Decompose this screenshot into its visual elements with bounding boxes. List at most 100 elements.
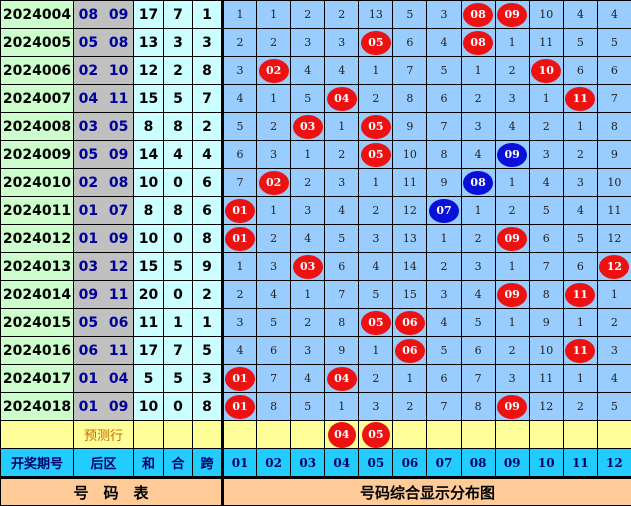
distribution-cell: 4 [223,337,257,365]
prediction-cell [427,421,461,449]
distribution-cell: 8 [393,85,427,113]
distribution-cell: 11 [563,281,597,309]
distribution-cell: 9 [393,113,427,141]
distribution-cell: 2 [529,113,563,141]
distribution-cell: 1 [223,1,257,29]
distribution-cell: 4 [563,1,597,29]
header-number-11: 11 [563,449,597,478]
distribution-cell: 5 [325,225,359,253]
distribution-cell: 3 [461,253,495,281]
distribution-cell: 09 [495,1,529,29]
distribution-cell: 06 [393,309,427,337]
distribution-cell: 08 [461,29,495,57]
distribution-cell: 4 [597,1,631,29]
distribution-cell: 5 [257,309,291,337]
distribution-cell: 11 [529,29,563,57]
distribution-cell: 9 [529,309,563,337]
distribution-cell: 4 [461,281,495,309]
distribution-cell: 2 [393,393,427,421]
distribution-cell: 09 [495,393,529,421]
he-cell: 5 [164,253,193,281]
header-sum: 和 [134,449,164,478]
distribution-cell: 5 [427,337,461,365]
distribution-cell: 7 [325,281,359,309]
back-numbers-cell: 02 10 [74,57,134,85]
back-numbers-cell: 02 08 [74,169,134,197]
distribution-cell: 4 [325,57,359,85]
distribution-cell: 7 [427,113,461,141]
header-number-05: 05 [359,449,393,478]
he-cell: 7 [164,1,193,29]
header-number-10: 10 [529,449,563,478]
distribution-cell: 4 [223,85,257,113]
sum-cell: 17 [134,337,164,365]
distribution-cell: 03 [291,113,325,141]
he-cell: 0 [164,169,193,197]
distribution-cell: 11 [393,169,427,197]
red-ball-icon: 02 [259,171,289,195]
sum-cell: 5 [134,365,164,393]
red-ball-icon: 01 [225,367,255,391]
distribution-cell: 10 [529,337,563,365]
distribution-cell: 1 [325,113,359,141]
red-ball-icon: 03 [293,255,323,279]
distribution-cell: 4 [291,57,325,85]
distribution-cell: 7 [257,365,291,393]
prediction-cell [223,421,257,449]
distribution-cell: 2 [597,309,631,337]
distribution-cell: 02 [257,169,291,197]
header-number-06: 06 [393,449,427,478]
span-cell: 5 [193,337,223,365]
distribution-cell: 01 [223,393,257,421]
distribution-cell: 1 [359,169,393,197]
distribution-cell: 2 [427,253,461,281]
prediction-cell [393,421,427,449]
distribution-cell: 12 [597,253,631,281]
distribution-cell: 6 [223,141,257,169]
span-cell: 8 [193,393,223,421]
period-cell: 2024006 [1,57,74,85]
red-ball-icon: 11 [565,339,595,363]
distribution-cell: 05 [359,29,393,57]
distribution-cell: 5 [597,393,631,421]
distribution-cell: 09 [495,225,529,253]
period-cell: 2024012 [1,225,74,253]
red-ball-icon: 04 [327,367,357,391]
distribution-cell: 4 [529,169,563,197]
distribution-cell: 3 [529,141,563,169]
prediction-label: 预测行 [74,421,134,449]
header-he: 合 [164,449,193,478]
back-numbers-cell: 05 09 [74,141,134,169]
back-numbers-cell: 03 12 [74,253,134,281]
distribution-cell: 1 [223,253,257,281]
header-back: 后区 [74,449,134,478]
span-cell: 2 [193,281,223,309]
distribution-cell: 5 [223,113,257,141]
sum-cell: 12 [134,57,164,85]
distribution-cell: 6 [563,57,597,85]
distribution-cell: 9 [427,169,461,197]
distribution-cell: 01 [223,197,257,225]
span-cell: 7 [193,85,223,113]
distribution-cell: 3 [291,337,325,365]
prediction-cell [529,421,563,449]
prediction-cell: 04 [325,421,359,449]
back-numbers-cell: 03 05 [74,113,134,141]
distribution-cell: 06 [393,337,427,365]
distribution-cell: 2 [257,113,291,141]
span-cell: 1 [193,309,223,337]
distribution-cell: 6 [427,365,461,393]
distribution-cell: 4 [495,113,529,141]
distribution-cell: 2 [291,169,325,197]
distribution-cell: 1 [393,365,427,393]
span-cell: 9 [193,253,223,281]
distribution-cell: 1 [495,253,529,281]
red-ball-icon: 05 [361,143,391,167]
